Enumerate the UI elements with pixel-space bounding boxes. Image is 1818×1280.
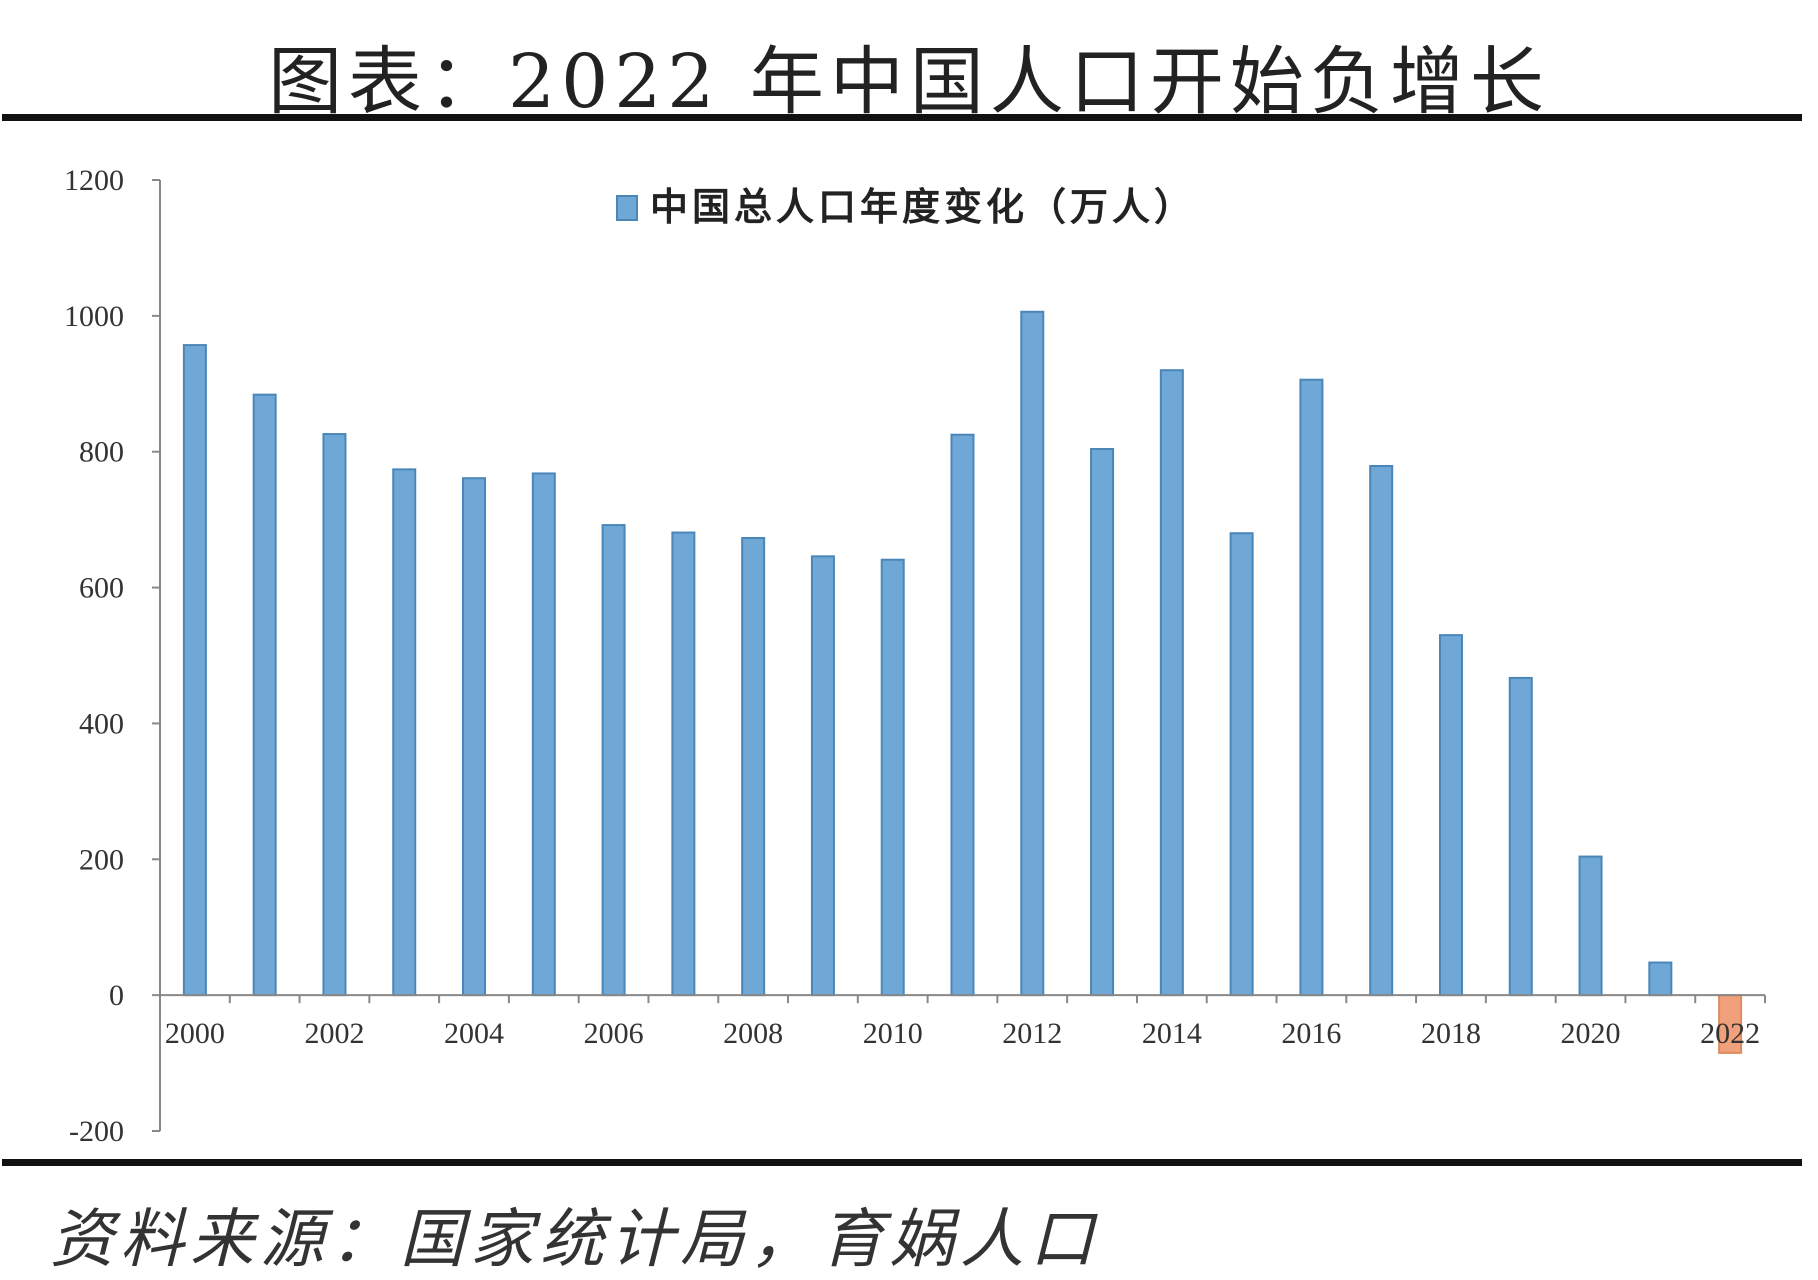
bottom-rule — [2, 1159, 1802, 1166]
y-tick-label: 200 — [79, 843, 124, 876]
page-title: 图表：2022 年中国人口开始负增长 — [268, 39, 1550, 125]
bar-2014 — [1159, 369, 1184, 997]
bar-2008 — [741, 536, 766, 997]
top-rule — [2, 114, 1802, 121]
bar-2011 — [950, 433, 975, 997]
legend-swatch — [616, 195, 638, 221]
x-tick-label: 2006 — [584, 1017, 644, 1050]
x-tick-label: 2014 — [1142, 1017, 1202, 1050]
x-tick-label: 2008 — [723, 1017, 783, 1050]
bar-2015 — [1229, 532, 1254, 997]
bar-2003 — [392, 468, 417, 997]
x-tick-label: 2012 — [1002, 1017, 1062, 1050]
y-tick-label: 0 — [109, 979, 124, 1012]
y-tick-label: 400 — [79, 707, 124, 740]
bar-2012 — [1020, 310, 1045, 997]
bar-2001 — [252, 393, 277, 997]
bar-2013 — [1090, 447, 1115, 997]
y-tick-label: 600 — [79, 572, 124, 605]
x-tick-label: 2004 — [444, 1017, 504, 1050]
x-tick-label: 2022 — [1700, 1017, 1760, 1050]
bar-2002 — [322, 433, 347, 997]
bar-2005 — [531, 472, 556, 997]
y-tick-label: 800 — [79, 436, 124, 469]
x-tick-label: 2010 — [863, 1017, 923, 1050]
bar-2021 — [1648, 961, 1673, 997]
bar-2018 — [1438, 634, 1463, 997]
y-tick-label: -200 — [69, 1115, 124, 1148]
bar-2009 — [810, 555, 835, 997]
bar-2010 — [880, 558, 905, 997]
source-note: 资料来源：国家统计局，育娲人口 — [50, 1203, 1100, 1277]
y-tick-label: 1200 — [64, 164, 124, 197]
bar-2019 — [1508, 676, 1533, 997]
x-tick-label: 2002 — [304, 1017, 364, 1050]
bar-2004 — [462, 477, 487, 997]
bar-2020 — [1578, 855, 1603, 997]
y-tick-label: 1000 — [64, 300, 124, 333]
x-tick-label: 2020 — [1561, 1017, 1621, 1050]
x-tick-label: 2016 — [1281, 1017, 1341, 1050]
bar-2006 — [601, 524, 626, 997]
bar-2016 — [1299, 378, 1324, 997]
bar-2007 — [671, 531, 696, 997]
bar-2017 — [1369, 464, 1394, 997]
bar-2000 — [182, 344, 207, 997]
x-tick-label: 2018 — [1421, 1017, 1481, 1050]
x-tick-label: 2000 — [165, 1017, 225, 1050]
legend-label: 中国总人口年度变化（万人） — [650, 185, 1196, 229]
